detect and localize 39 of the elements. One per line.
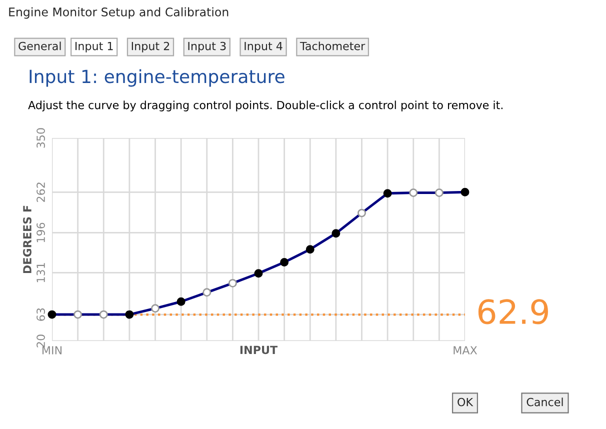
point [125, 310, 134, 319]
text: Input 2 [132, 42, 170, 52]
text: Input 1 [75, 42, 113, 52]
point [48, 310, 56, 319]
x-axis-title: INPUT [240, 346, 278, 354]
point [176, 297, 186, 306]
point [332, 229, 340, 238]
point [383, 189, 392, 198]
point [358, 208, 366, 218]
text: Tachometer [300, 42, 366, 50]
y-tick-label: 350 [36, 128, 45, 148]
x-tick-label: MAX [454, 346, 478, 354]
point [254, 269, 263, 278]
chart-subtitle: Adjust the curve by dragging control points. Double-click a control point to remove it. [28, 100, 503, 112]
y-tick-label: 262 [36, 182, 45, 202]
text: Input 3 [188, 42, 226, 52]
y-tick-label: 131 [36, 263, 45, 282]
x-tick-label: MIN [42, 346, 62, 354]
point [74, 310, 82, 319]
text: Cancel [526, 398, 563, 406]
ref-line-label: 62.9 [478, 299, 548, 324]
text: OK [458, 398, 474, 406]
point [306, 245, 314, 254]
point [280, 258, 289, 266]
text: General [18, 42, 61, 50]
point [409, 188, 418, 197]
y-axis-title: DEGREES F [23, 206, 32, 274]
point [228, 278, 237, 288]
y-tick-label: 63 [36, 308, 45, 321]
y-tick-label: 20 [36, 334, 45, 348]
point [151, 304, 160, 313]
text: Input 4 [244, 42, 282, 52]
point [434, 188, 444, 197]
point [202, 288, 212, 297]
point [460, 188, 470, 196]
text: Engine Monitor Setup and Calibration [9, 7, 228, 19]
y-tick-label: 196 [36, 222, 45, 242]
chart-title: Input 1: engine-temperature [30, 69, 284, 87]
point [99, 310, 108, 319]
